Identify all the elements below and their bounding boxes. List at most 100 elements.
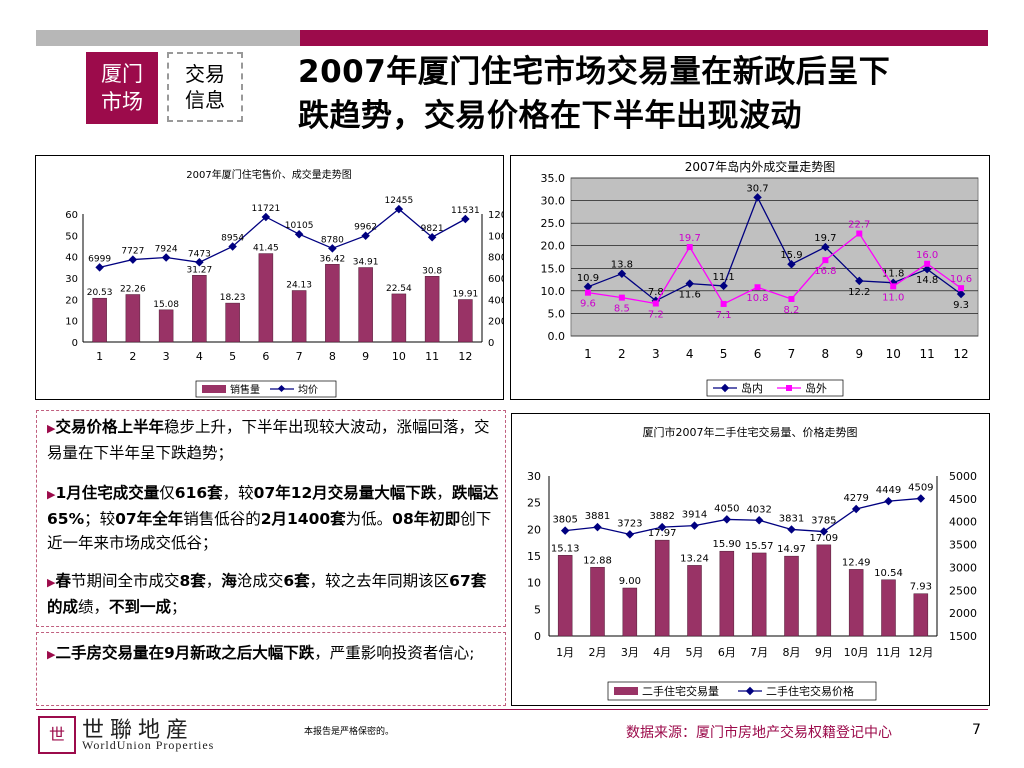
bullet-1-bold: 交易价格上半年 xyxy=(55,418,164,436)
bullet-4-bold: 二手房交易量在9月新政之后大幅下跌 xyxy=(55,644,315,662)
triangle-bullet-icon: ▶ xyxy=(47,488,56,501)
chart-3-ytick-right: 1500 xyxy=(949,630,977,643)
chart-2-point-label: 10.8 xyxy=(746,293,768,304)
chart-1-bar-label: 19.91 xyxy=(452,290,478,300)
chart-1-bar-label: 30.8 xyxy=(422,266,442,276)
chart-2-xtick: 1 xyxy=(584,347,592,361)
chart-2-ytick: 15.0 xyxy=(541,262,566,275)
b3-g: 6套 xyxy=(283,572,310,590)
chart-1-bar xyxy=(258,253,274,343)
chart-2-xtick: 12 xyxy=(953,347,968,361)
chart-3-xtick: 8月 xyxy=(783,646,801,659)
tag-line-2: 市场 xyxy=(101,90,143,114)
chart-3-ytick-right: 4500 xyxy=(949,493,977,506)
chart-1-price-point xyxy=(261,212,271,222)
chart-3-price-label: 4449 xyxy=(876,485,901,496)
top-bar-gray xyxy=(36,30,300,46)
chart-3-bar xyxy=(654,539,670,637)
chart-1-xtick: 9 xyxy=(362,350,369,363)
chart-3-ytick-left: 15 xyxy=(527,550,541,563)
chart-1-price-label: 6999 xyxy=(88,254,111,264)
b2-a: 1月住宅成交量 xyxy=(55,484,160,502)
chart-2-legend-label-outer: 岛外 xyxy=(805,381,827,395)
chart-3-bar-label: 15.57 xyxy=(745,541,774,552)
b2-j: 销售低谷的 xyxy=(183,510,261,528)
chart-3-price-point xyxy=(625,530,635,539)
chart-1-ytick-right: 8000 xyxy=(488,253,503,264)
b2-d: ，较 xyxy=(222,484,254,502)
chart-3-legend-line-label: 二手住宅交易价格 xyxy=(766,684,854,698)
chart-3-xtick: 9月 xyxy=(815,646,833,659)
bullet-4-text: ，严重影响投资者信心; xyxy=(314,644,475,662)
subtag-line-1: 交易 xyxy=(185,62,225,86)
chart-1-bar xyxy=(92,297,107,343)
chart-1-xtick: 5 xyxy=(229,350,236,363)
b3-d: ， xyxy=(205,572,222,590)
chart-3-price-label: 3831 xyxy=(779,513,804,524)
chart-1-ytick-left: 60 xyxy=(65,210,78,221)
chart-2-point-label: 7.2 xyxy=(648,309,664,320)
chart-2-ytick: 20.0 xyxy=(541,240,566,253)
chart-3-price-label: 3914 xyxy=(682,510,707,521)
chart-3-price-label: 4032 xyxy=(746,504,771,515)
chart-2-point-inner xyxy=(922,264,932,274)
chart-1-price-point xyxy=(228,242,237,251)
chart-2-panel: 2007年岛内外成交量走势图 0.0 5.0 10.0 15.0 20.0 25.0 30.0… xyxy=(510,155,990,400)
chart-3-ytick-right: 3500 xyxy=(949,539,977,552)
b3-i: 67套的成 xyxy=(47,572,487,616)
confidential-note: 本报告是严格保密的。 xyxy=(304,727,395,737)
chart-2-title: 2007年岛内外成交量走势图 xyxy=(685,159,836,174)
section-tag-market: 厦门 市场 xyxy=(86,52,158,124)
b3-h: ，较之去年同期该区 xyxy=(309,572,450,590)
chart-3-price-point xyxy=(560,526,570,535)
chart-2-point-outer xyxy=(686,244,693,251)
b2-n: 创下近一年来市场成交低谷； xyxy=(47,510,492,552)
chart-3-ytick-left: 30 xyxy=(527,470,541,483)
chart-2-point-outer xyxy=(754,284,761,291)
chart-2-point-label: 11.8 xyxy=(882,269,904,280)
chart-1-ytick-left: 10 xyxy=(65,317,78,328)
chart-3-price-point xyxy=(787,525,796,534)
chart-3-price-point xyxy=(916,494,926,503)
chart-1-ytick-left: 50 xyxy=(65,231,78,242)
chart-1-bar xyxy=(192,275,207,343)
chart-1-xtick: 6 xyxy=(262,350,269,363)
b3-b: 节期间全市成交 xyxy=(70,572,180,590)
chart-2-point-label: 15.9 xyxy=(780,250,802,261)
chart-2-point-label: 8.5 xyxy=(614,304,630,315)
chart-1-bar-label: 22.26 xyxy=(120,285,146,295)
chart-2-point-label: 16.8 xyxy=(814,266,836,277)
chart-2-ytick: 25.0 xyxy=(541,217,566,230)
chart-3-bar-label: 7.93 xyxy=(910,582,932,593)
chart-2-xtick: 4 xyxy=(686,347,694,361)
chart-3-xtick: 1月 xyxy=(556,646,574,659)
b3-e: 海 xyxy=(221,572,237,590)
chart-3-xtick: 12月 xyxy=(908,646,933,659)
chart-2-point-label: 7.8 xyxy=(648,287,664,298)
chart-3-bar xyxy=(687,565,702,637)
chart-3-legend-bar-swatch xyxy=(614,687,638,695)
chart-1-xtick: 8 xyxy=(329,350,336,363)
chart-3-ytick-left: 20 xyxy=(527,523,541,536)
chart-3-ytick-right: 2000 xyxy=(949,607,977,620)
chart-1-ytick-left: 40 xyxy=(65,253,78,264)
chart-1-bar-label: 18.23 xyxy=(220,293,246,303)
chart-1-xtick: 12 xyxy=(458,350,472,363)
chart-2-xtick: 6 xyxy=(754,347,762,361)
chart-3-bar xyxy=(590,567,605,637)
title-line-2: 跌趋势，交易价格在下半年出现波动 xyxy=(298,98,802,134)
chart-2-point-inner xyxy=(855,276,864,286)
data-source: 数据来源：厦门市房地产交易权籍登记中心 xyxy=(626,725,892,741)
chart-2-point-outer xyxy=(856,230,863,237)
b2-g: 跌幅达65% xyxy=(47,484,499,528)
chart-1-bar xyxy=(125,294,141,343)
chart-2-ytick: 30.0 xyxy=(541,195,566,208)
chart-3-bar-label: 15.13 xyxy=(551,543,580,554)
chart-1-price-point xyxy=(328,244,337,253)
chart-1-bar-label: 31.27 xyxy=(186,265,212,275)
chart-1-title: 2007年厦门住宅售价、成交量走势图 xyxy=(186,168,351,181)
chart-3-price-point xyxy=(593,522,602,532)
chart-3-bar xyxy=(557,555,573,637)
chart-1-legend-box xyxy=(195,380,337,398)
chart-2-ytick: 0.0 xyxy=(548,330,566,343)
